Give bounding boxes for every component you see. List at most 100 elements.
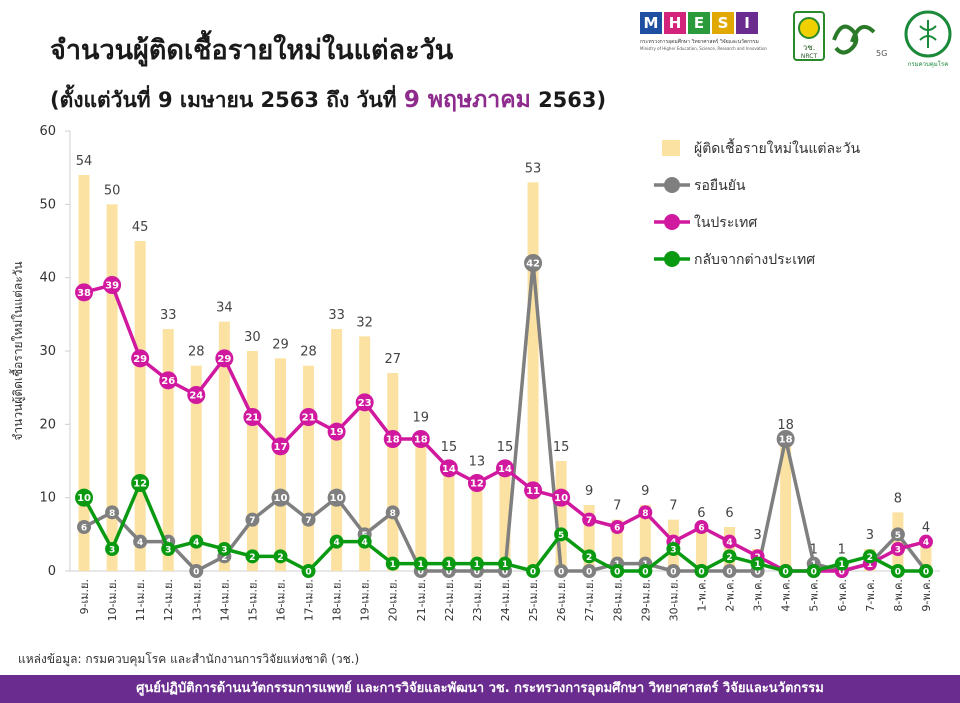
- data-point: [75, 488, 94, 507]
- data-point: [77, 520, 92, 534]
- x-tick-label: 9-พ.ค.: [920, 579, 933, 612]
- mhesi-letter: S: [712, 12, 734, 34]
- y-tick-label: 10: [39, 491, 56, 506]
- subtitle-suffix: 2563): [538, 88, 607, 112]
- bar-value-label: 50: [104, 183, 121, 198]
- data-point-label: 0: [839, 568, 845, 578]
- data-point: [217, 542, 232, 556]
- data-point-label: 7: [305, 516, 311, 526]
- data-point-label: 3: [165, 546, 171, 556]
- bar: [78, 175, 90, 571]
- bar: [162, 329, 174, 571]
- legend-swatch: [662, 140, 680, 156]
- bar-value-label: 28: [300, 345, 317, 360]
- data-point-label: 10: [330, 493, 344, 504]
- x-tick-label: 16-เม.ย.: [274, 579, 287, 621]
- x-tick-label: 12-เม.ย.: [162, 579, 175, 621]
- bar-value-label: 4: [922, 521, 930, 536]
- bar-value-label: 8: [894, 491, 902, 506]
- data-point-label: 0: [698, 568, 704, 578]
- data-point-label: 0: [783, 568, 789, 578]
- chart-axes: 0102030405060จำนวนผู้ติดเชื้อรายใหม่ในแต…: [9, 124, 940, 621]
- data-point: [245, 512, 260, 527]
- bar-value-label: 29: [272, 337, 289, 352]
- x-tick-label: 24-เม.ย.: [499, 579, 512, 621]
- bar-value-label: 34: [216, 301, 233, 316]
- data-point-label: 0: [418, 568, 424, 578]
- data-point-label: 23: [358, 398, 372, 409]
- data-point: [694, 520, 709, 534]
- data-point-label: 0: [502, 568, 508, 578]
- data-point-label: 0: [474, 568, 480, 578]
- data-point: [189, 534, 204, 549]
- data-point-label: 18: [414, 435, 428, 446]
- data-point-label: 14: [442, 464, 456, 475]
- data-point-label: 10: [274, 493, 288, 504]
- bar-value-label: 33: [328, 308, 345, 323]
- legend-swatch-marker: [664, 177, 680, 193]
- data-point-label: 4: [923, 538, 929, 548]
- bar: [695, 527, 707, 571]
- bar: [780, 439, 792, 571]
- mhesi-letter: I: [736, 12, 758, 34]
- x-tick-label: 29-เม.ย.: [639, 579, 652, 621]
- data-point: [161, 542, 176, 556]
- data-point: [215, 349, 234, 368]
- x-tick-label: 11-เม.ย.: [134, 579, 147, 621]
- bar: [274, 358, 286, 571]
- x-tick-label: 7-พ.ค.: [864, 579, 877, 612]
- data-point: [413, 556, 428, 571]
- bar: [471, 475, 483, 571]
- chart-subtitle: (ตั้งแต่วันที่ 9 เมษายน 2563 ถึง วันที่ …: [50, 82, 606, 118]
- data-point-label: 4: [137, 538, 143, 548]
- x-tick-label: 3-พ.ค.: [752, 579, 765, 612]
- data-point-label: 0: [305, 568, 311, 578]
- data-point-label: 5: [558, 531, 564, 541]
- x-tick-label: 4-พ.ค.: [780, 579, 793, 612]
- nrct-logo: วช. NRCT: [793, 11, 825, 61]
- data-point-label: 19: [330, 427, 344, 438]
- data-point-label: 26: [161, 376, 175, 387]
- data-point-label: 4: [333, 538, 339, 548]
- data-point-label: 3: [670, 546, 676, 556]
- data-point: [411, 430, 430, 448]
- data-point: [582, 512, 597, 527]
- legend-swatch-marker: [664, 214, 680, 230]
- data-point-label: 1: [418, 560, 424, 570]
- data-point: [890, 542, 905, 556]
- data-point: [441, 556, 456, 571]
- bar: [331, 329, 343, 571]
- data-point: [189, 564, 204, 578]
- data-point: [582, 564, 597, 578]
- data-point: [496, 459, 514, 478]
- data-point-label: 0: [558, 568, 564, 578]
- footer-banner: ศูนย์ปฏิบัติการด้านนวัตกรรมการแพทย์ และก…: [0, 675, 960, 703]
- data-point: [133, 534, 148, 549]
- y-tick-label: 20: [39, 417, 56, 432]
- data-point: [722, 549, 737, 564]
- data-point-label: 4: [362, 538, 368, 548]
- data-point-label: 42: [526, 259, 540, 270]
- data-point-label: 4: [726, 538, 732, 548]
- x-tick-label: 26-เม.ย.: [555, 579, 568, 621]
- data-point-label: 0: [670, 568, 676, 578]
- y-tick-label: 60: [39, 124, 56, 139]
- data-point: [862, 549, 877, 564]
- data-point-label: 39: [105, 281, 119, 292]
- x-tick-label: 15-เม.ย.: [246, 579, 259, 621]
- bar: [134, 241, 146, 571]
- data-point-label: 4: [193, 538, 199, 548]
- x-tick-label: 23-เม.ย.: [471, 579, 484, 621]
- legend-label: กลับจากต่างประเทศ: [694, 252, 815, 268]
- bar: [387, 373, 399, 571]
- data-point: [498, 556, 512, 571]
- bar-value-label: 9: [641, 484, 649, 499]
- data-point: [582, 549, 597, 564]
- data-point: [778, 564, 793, 578]
- data-point: [105, 542, 120, 556]
- data-point: [271, 437, 290, 456]
- data-point-label: 3: [895, 546, 901, 556]
- bar-value-label: 1: [838, 543, 846, 558]
- data-point-label: 0: [811, 568, 817, 578]
